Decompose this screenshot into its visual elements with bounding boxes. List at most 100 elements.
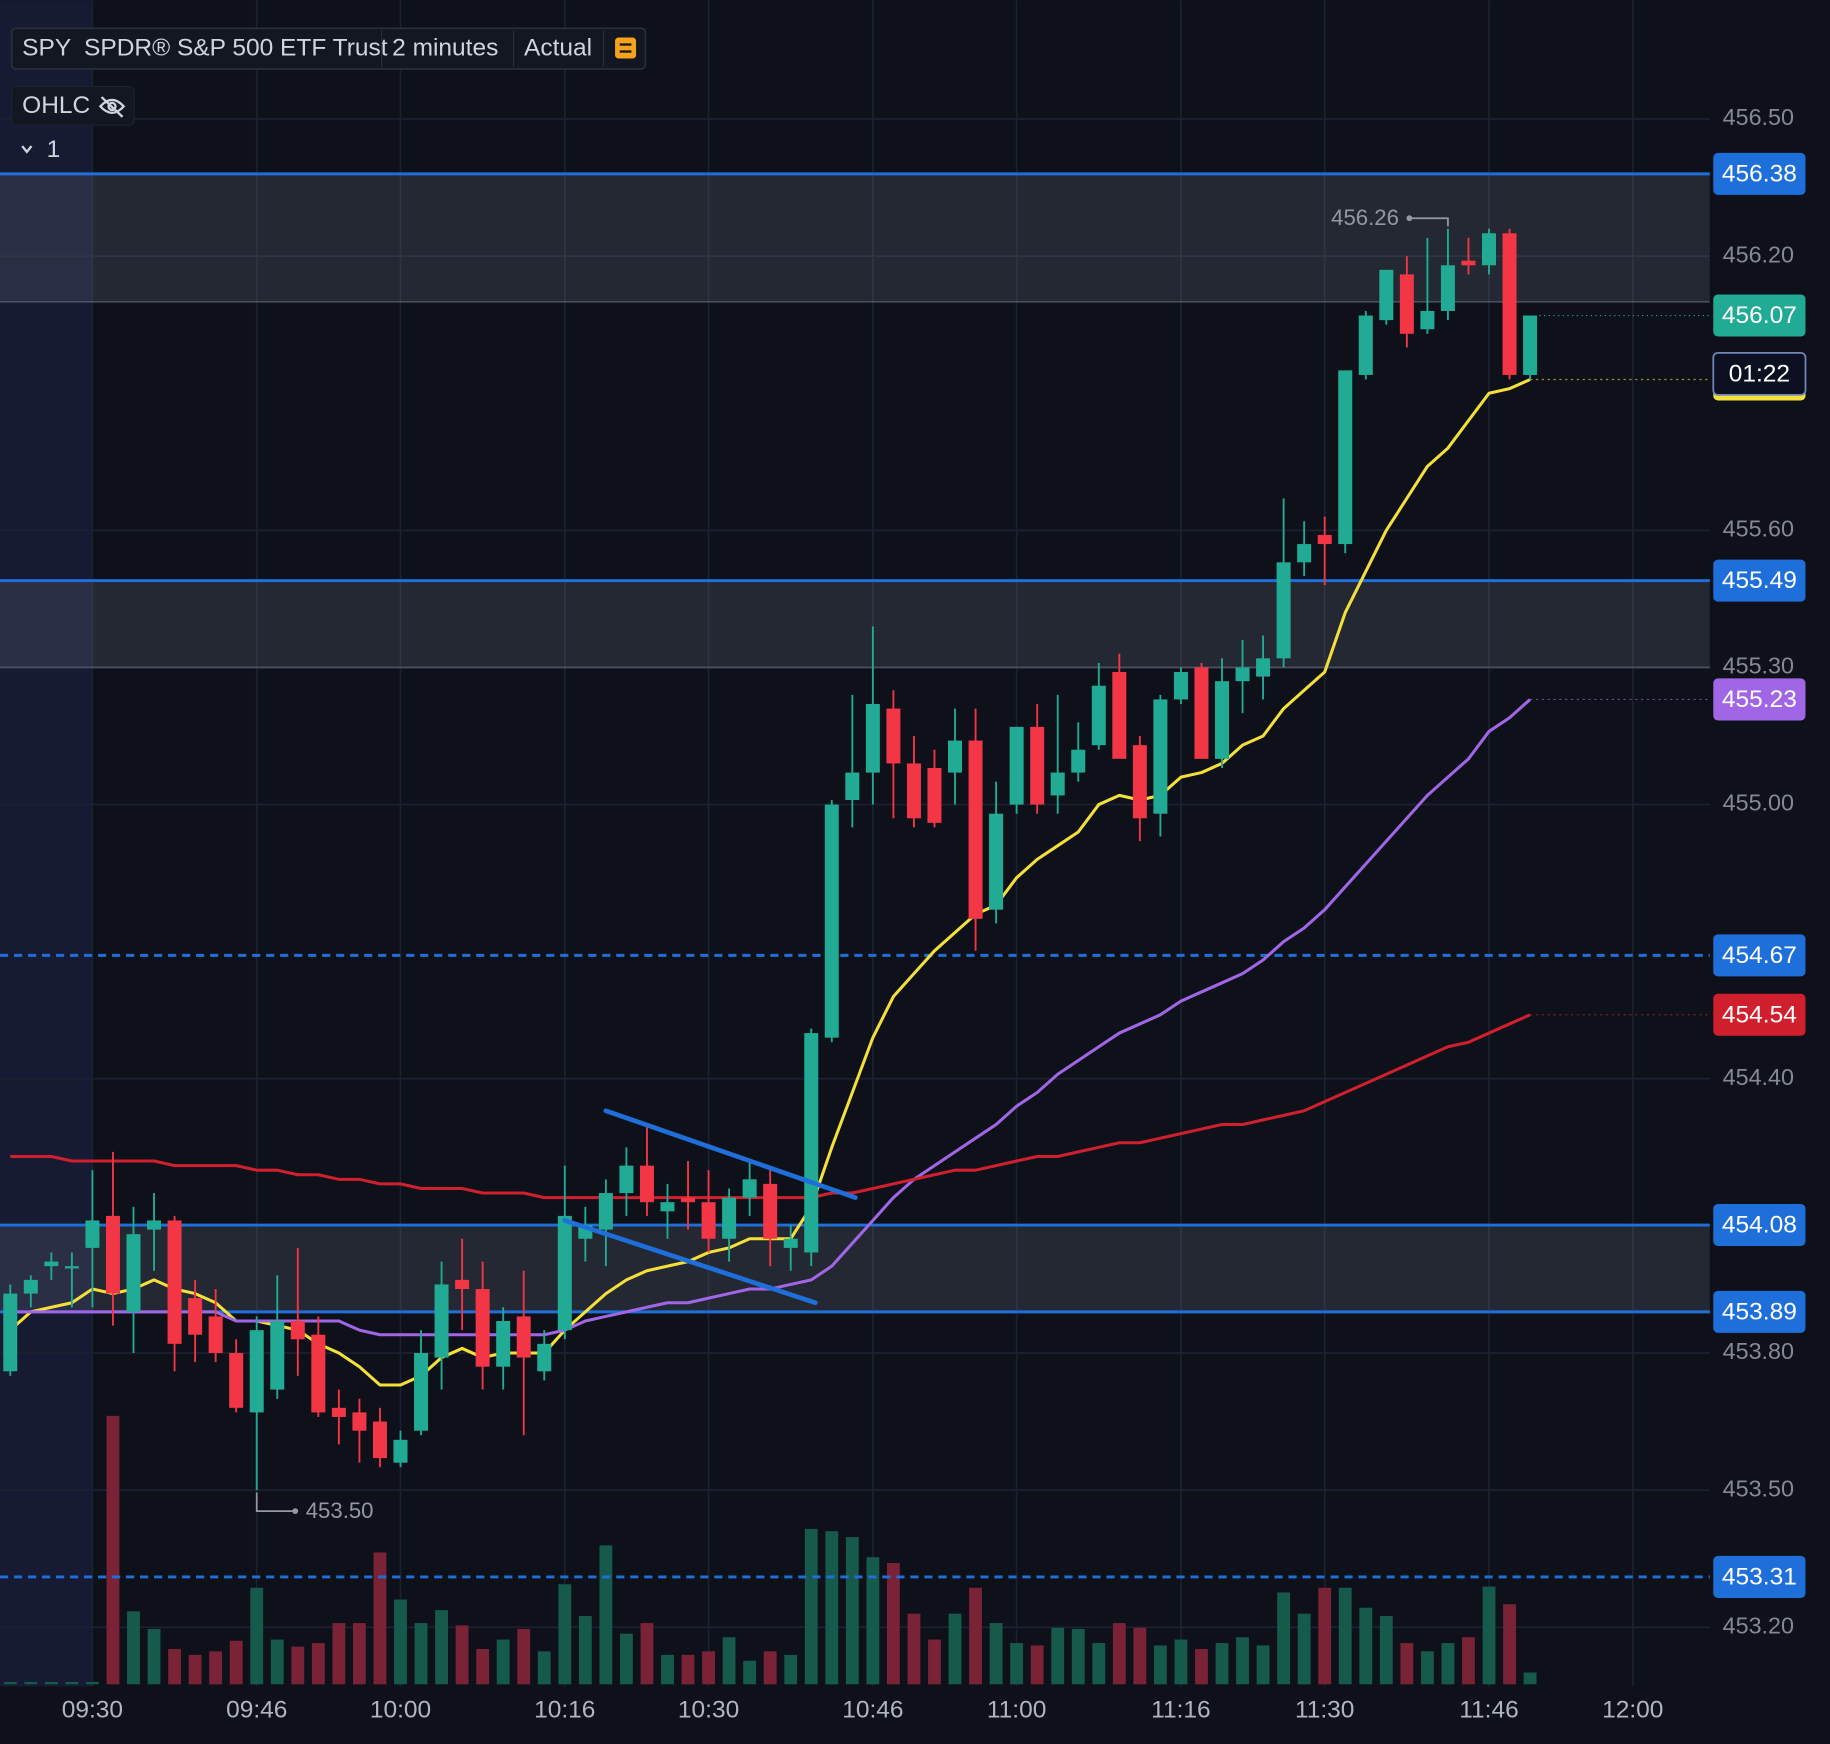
axis-layer: 09:30 09:46 10:00 10:16 10:30 10:46 11:00 11:16… (62, 104, 1794, 1723)
candle-body (1091, 685, 1106, 746)
volume-bar (86, 1681, 99, 1685)
candle-body (372, 1421, 387, 1459)
volume-bar (619, 1633, 633, 1685)
volume-bar (1051, 1627, 1065, 1685)
price-type[interactable]: Actual (524, 35, 592, 62)
volume-bar (373, 1552, 387, 1685)
candle-body (1461, 260, 1476, 266)
candle-body (1297, 544, 1312, 563)
hide-icon[interactable] (98, 96, 126, 118)
volume-bar (989, 1623, 1003, 1685)
candle-body (742, 1179, 757, 1198)
volume-bar (311, 1643, 325, 1685)
candle-body (1276, 562, 1291, 659)
market-status-icon[interactable] (615, 37, 637, 59)
candle-body (1030, 726, 1045, 805)
interval[interactable]: 2 minutes (392, 35, 498, 62)
candle-body (1502, 233, 1517, 375)
ohlc-legend[interactable]: OHLC (22, 92, 90, 119)
volume-bar (804, 1528, 818, 1685)
slash (100, 96, 124, 118)
candle-body (557, 1215, 572, 1331)
volume-bar (147, 1628, 161, 1685)
volume-bar (476, 1648, 490, 1685)
x-tick-label: 12:00 (1602, 1697, 1663, 1724)
price-level-label: 456.38 (1722, 160, 1797, 187)
volume-bar (1256, 1645, 1270, 1685)
volume-bar (1277, 1592, 1291, 1685)
symbol[interactable]: SPY (22, 35, 71, 62)
volume-bar (1153, 1645, 1167, 1685)
candle-body (455, 1279, 470, 1290)
volume-bar (1133, 1627, 1147, 1685)
moving-average-label: 455.23 (1722, 686, 1797, 713)
moving-average-label: 454.54 (1722, 1001, 1797, 1028)
price-level-tag (1713, 559, 1806, 602)
volume-bar (1338, 1587, 1352, 1685)
volume-bar (1112, 1623, 1126, 1685)
high-label: 456.26 (1331, 205, 1399, 230)
volume-bar (1482, 1586, 1496, 1685)
candle-body (44, 1261, 59, 1267)
marker-dot (1406, 215, 1413, 222)
volume-bar (270, 1639, 284, 1685)
countdown: 01:22 (1729, 361, 1790, 388)
symbol-description[interactable]: SPDR® S&P 500 ETF Trust (84, 35, 388, 62)
volume-bar (948, 1613, 962, 1685)
volume-bar (661, 1654, 674, 1685)
candle-body (188, 1298, 203, 1335)
candle-body (763, 1183, 778, 1239)
candle-body (722, 1197, 737, 1239)
current-price-label: 456.07 (1722, 302, 1797, 329)
candle-body (1482, 233, 1497, 266)
candle-body (1420, 310, 1435, 330)
volume-bar (1462, 1637, 1475, 1685)
candle-body (311, 1334, 326, 1413)
x-tick-label: 10:00 (370, 1697, 431, 1724)
countdown-tag (1712, 352, 1807, 396)
candle-body (845, 772, 860, 800)
candle-body (681, 1197, 696, 1203)
volume-bar (928, 1639, 941, 1685)
volume-bar (229, 1640, 243, 1685)
candle-body (1153, 699, 1168, 814)
candle-body (290, 1321, 305, 1340)
volume-bar (1379, 1616, 1393, 1685)
volume-bar (845, 1537, 859, 1685)
candle-body (537, 1343, 552, 1372)
collapse-chevron[interactable] (21, 145, 33, 154)
marker-dot (292, 1508, 299, 1515)
candle-body (1235, 667, 1250, 682)
candle-body (249, 1330, 264, 1413)
volume-bar (1092, 1643, 1106, 1685)
candle-body (3, 1293, 18, 1372)
volume-bar (517, 1628, 531, 1685)
volume-bar (1503, 1604, 1516, 1685)
low-marker (255, 1492, 296, 1512)
candle-body (1399, 274, 1414, 334)
candle-body (1050, 772, 1065, 796)
price-level-label: 453.31 (1722, 1564, 1797, 1591)
session-layer (0, 0, 93, 1687)
candle-body (701, 1202, 716, 1239)
volume-bar (1400, 1643, 1414, 1685)
volume-bar (1071, 1628, 1085, 1685)
candle-body (23, 1279, 38, 1294)
price-label-layer: 456.38 455.49 454.67 454.08 453.89 453.31 455.… (1712, 152, 1807, 1598)
indicator-count[interactable]: 1 (47, 136, 61, 163)
candle-layer (3, 228, 1538, 1491)
volume-bar (1297, 1613, 1311, 1685)
candle-body (1173, 672, 1188, 700)
volume-bar (24, 1681, 38, 1685)
moving-average-tag (1713, 678, 1806, 721)
candle-body (1112, 672, 1127, 759)
price-level-tag (1713, 1555, 1806, 1598)
candle-body (64, 1266, 79, 1269)
volume-bar (722, 1637, 736, 1685)
candle-body (126, 1234, 141, 1312)
y-tick-label: 453.20 (1723, 1612, 1794, 1638)
candle-body (167, 1220, 182, 1344)
candle-body (886, 708, 901, 764)
candle-body (331, 1407, 346, 1417)
volume-bar (1318, 1587, 1332, 1685)
